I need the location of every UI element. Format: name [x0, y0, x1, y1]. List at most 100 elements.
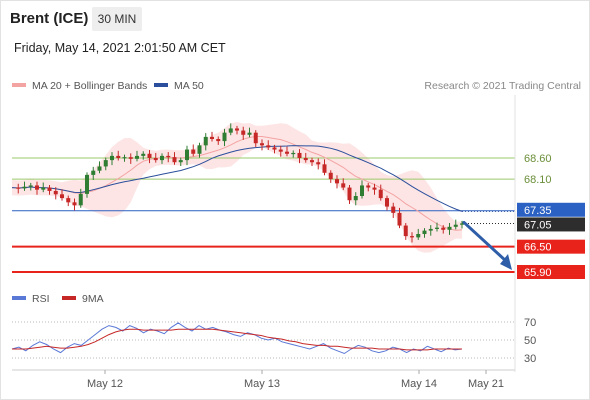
level-tag-label: 66.50 [524, 242, 552, 254]
candle-body [135, 155, 139, 159]
rsi-tick-label: 50 [524, 335, 536, 347]
candle-body [60, 194, 64, 199]
candle-body [410, 236, 414, 238]
candle-body [403, 225, 408, 237]
legend-swatch-icon [62, 296, 76, 301]
credit-label: Research © 2021 Trading Central [424, 80, 581, 92]
legend-ma50: MA 50 [154, 80, 204, 92]
candle-body [78, 193, 83, 206]
candle-body [228, 128, 233, 133]
x-tick-label: May 14 [401, 378, 437, 390]
candle-body [347, 187, 352, 201]
instrument-title: Brent (ICE) [10, 10, 89, 27]
candle-body [416, 234, 421, 238]
candle-body [116, 155, 121, 158]
candle-body [303, 158, 308, 161]
candle-body [335, 179, 339, 184]
level-tag-bg [517, 265, 585, 279]
projection-arrow-shaft [462, 220, 508, 263]
candle-body [41, 187, 46, 190]
candle-body [272, 147, 277, 150]
level-tag-label: 68.10 [524, 174, 552, 186]
legend-ma50-label: MA 50 [174, 80, 204, 92]
x-tick-label: May 12 [87, 378, 123, 390]
candle-body [310, 160, 314, 163]
rsi-tick-label: 70 [524, 317, 536, 329]
timeframe-badge[interactable]: 30 MIN [92, 7, 142, 31]
level-tag-label: 68.60 [524, 153, 552, 165]
candle-body [72, 202, 77, 206]
legend-swatch-icon [12, 296, 26, 301]
level-tag-label: 67.05 [524, 219, 552, 231]
level-tag-label: 67.35 [524, 205, 552, 217]
candle-body [210, 136, 214, 139]
x-tick-label: May 21 [468, 378, 504, 390]
candle-body [222, 132, 227, 142]
rsi-ma-line [12, 328, 462, 351]
legend-rsi: RSI [12, 293, 50, 305]
projection-arrowhead [500, 254, 512, 270]
candle-body [297, 152, 302, 158]
candle-body [191, 149, 196, 154]
legend-swatch-icon [12, 83, 26, 88]
candle-body [266, 145, 271, 148]
legend-rsi-ma: 9MA [62, 293, 104, 305]
candle-body [85, 174, 89, 194]
candle-body [422, 230, 427, 234]
candle-body [178, 160, 183, 163]
legend-ma20-bollinger: MA 20 + Bollinger Bands [12, 80, 147, 92]
candle-body [397, 212, 402, 226]
legend-swatch-icon [154, 83, 168, 88]
candle-body [22, 186, 27, 189]
candle-body [360, 185, 364, 196]
candle-body [216, 139, 221, 142]
candle-body [353, 196, 358, 201]
candle-body [378, 189, 383, 199]
candle-body [341, 183, 346, 188]
candle-body [153, 158, 158, 161]
candle-body [435, 227, 439, 229]
candle-body [128, 157, 133, 159]
rsi-tick-label: 30 [524, 353, 536, 365]
candle-body [391, 206, 396, 213]
candle-body [291, 152, 296, 155]
legend-rsi-label: RSI [32, 293, 50, 305]
candle-body [322, 164, 327, 173]
candle-body [172, 157, 177, 163]
legend-rsi-ma-label: 9MA [82, 293, 104, 305]
candle-body [35, 185, 39, 190]
candle-body [253, 132, 258, 144]
x-tick-label: May 13 [244, 378, 280, 390]
candle-body [385, 198, 389, 207]
candle-body [235, 128, 239, 131]
datetime-label: Friday, May 14, 2021 2:01:50 AM CET [14, 41, 226, 55]
legend-ma20-label: MA 20 + Bollinger Bands [32, 80, 148, 92]
level-tag-label: 65.90 [524, 267, 552, 279]
candle-body [366, 185, 371, 188]
candle-body [441, 227, 446, 230]
level-tag-bg [517, 239, 585, 254]
candle-body [428, 228, 433, 231]
candle-body [141, 153, 146, 156]
candle-body [372, 187, 377, 190]
candle-body [122, 157, 127, 159]
candle-body [328, 172, 333, 180]
candle-body [453, 224, 458, 227]
candle-body [278, 149, 283, 152]
candle-body [447, 226, 452, 230]
candle-body [241, 130, 246, 135]
candle-body [160, 155, 164, 161]
rsi-line [11, 322, 463, 355]
candle-body [260, 143, 264, 146]
candle-body [47, 187, 52, 191]
candle-body [185, 149, 189, 161]
candle-body [285, 151, 289, 154]
candle-body [103, 160, 108, 167]
candle-body [16, 187, 21, 189]
level-tag-bg [517, 202, 585, 217]
candle-body [28, 185, 33, 187]
candle-body [97, 166, 102, 171]
candle-body [53, 190, 58, 195]
candle-body [316, 162, 321, 165]
